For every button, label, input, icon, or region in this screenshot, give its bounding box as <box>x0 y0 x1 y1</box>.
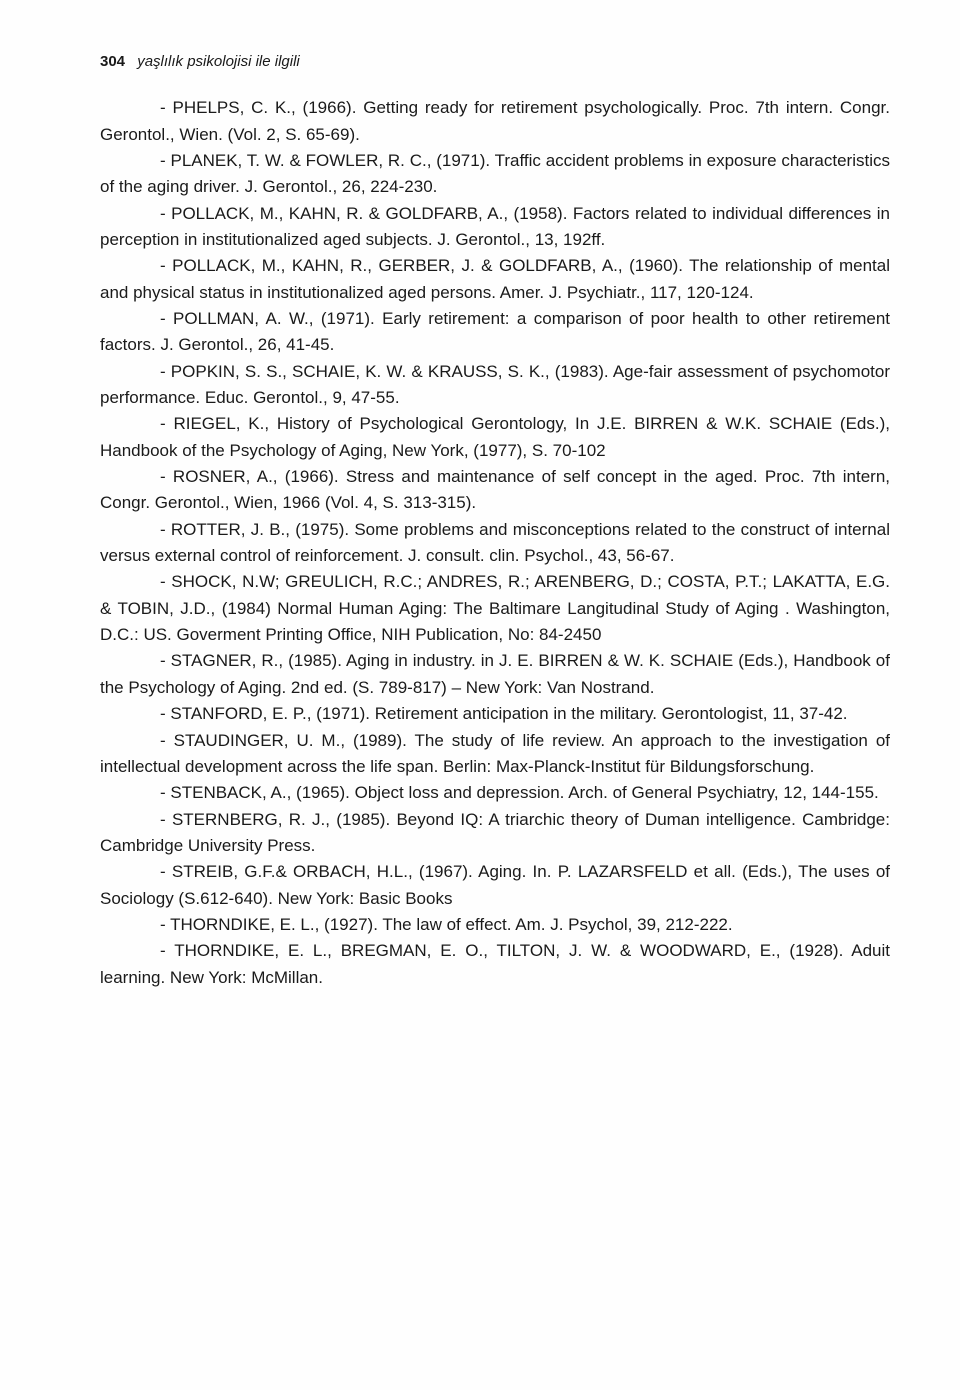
reference-item: - STENBACK, A., (1965). Object loss and … <box>100 780 890 806</box>
reference-item: - THORNDIKE, E. L., BREGMAN, E. O., TILT… <box>100 938 890 991</box>
reference-item: - POPKIN, S. S., SCHAIE, K. W. & KRAUSS,… <box>100 359 890 412</box>
reference-item: - SHOCK, N.W; GREULICH, R.C.; ANDRES, R.… <box>100 569 890 648</box>
reference-item: - STANFORD, E. P., (1971). Retirement an… <box>100 701 890 727</box>
reference-item: - POLLACK, M., KAHN, R., GERBER, J. & GO… <box>100 253 890 306</box>
reference-item: - RIEGEL, K., History of Psychological G… <box>100 411 890 464</box>
reference-item: - STAGNER, R., (1985). Aging in industry… <box>100 648 890 701</box>
section-title: yaşlılık psikolojisi ile ilgili <box>137 53 300 70</box>
reference-item: - STREIB, G.F.& ORBACH, H.L., (1967). Ag… <box>100 859 890 912</box>
reference-item: - THORNDIKE, E. L., (1927). The law of e… <box>100 912 890 938</box>
reference-item: - POLLACK, M., KAHN, R. & GOLDFARB, A., … <box>100 201 890 254</box>
page-header: 304 yaşlılık psikolojisi ile ilgili <box>100 50 890 73</box>
reference-item: - PLANEK, T. W. & FOWLER, R. C., (1971).… <box>100 148 890 201</box>
reference-list: - PHELPS, C. K., (1966). Getting ready f… <box>100 95 890 991</box>
reference-item: - ROTTER, J. B., (1975). Some problems a… <box>100 517 890 570</box>
reference-item: - POLLMAN, A. W., (1971). Early retireme… <box>100 306 890 359</box>
reference-item: - PHELPS, C. K., (1966). Getting ready f… <box>100 95 890 148</box>
page-number: 304 <box>100 53 125 70</box>
reference-item: - ROSNER, A., (1966). Stress and mainten… <box>100 464 890 517</box>
reference-item: - STAUDINGER, U. M., (1989). The study o… <box>100 728 890 781</box>
reference-item: - STERNBERG, R. J., (1985). Beyond IQ: A… <box>100 807 890 860</box>
